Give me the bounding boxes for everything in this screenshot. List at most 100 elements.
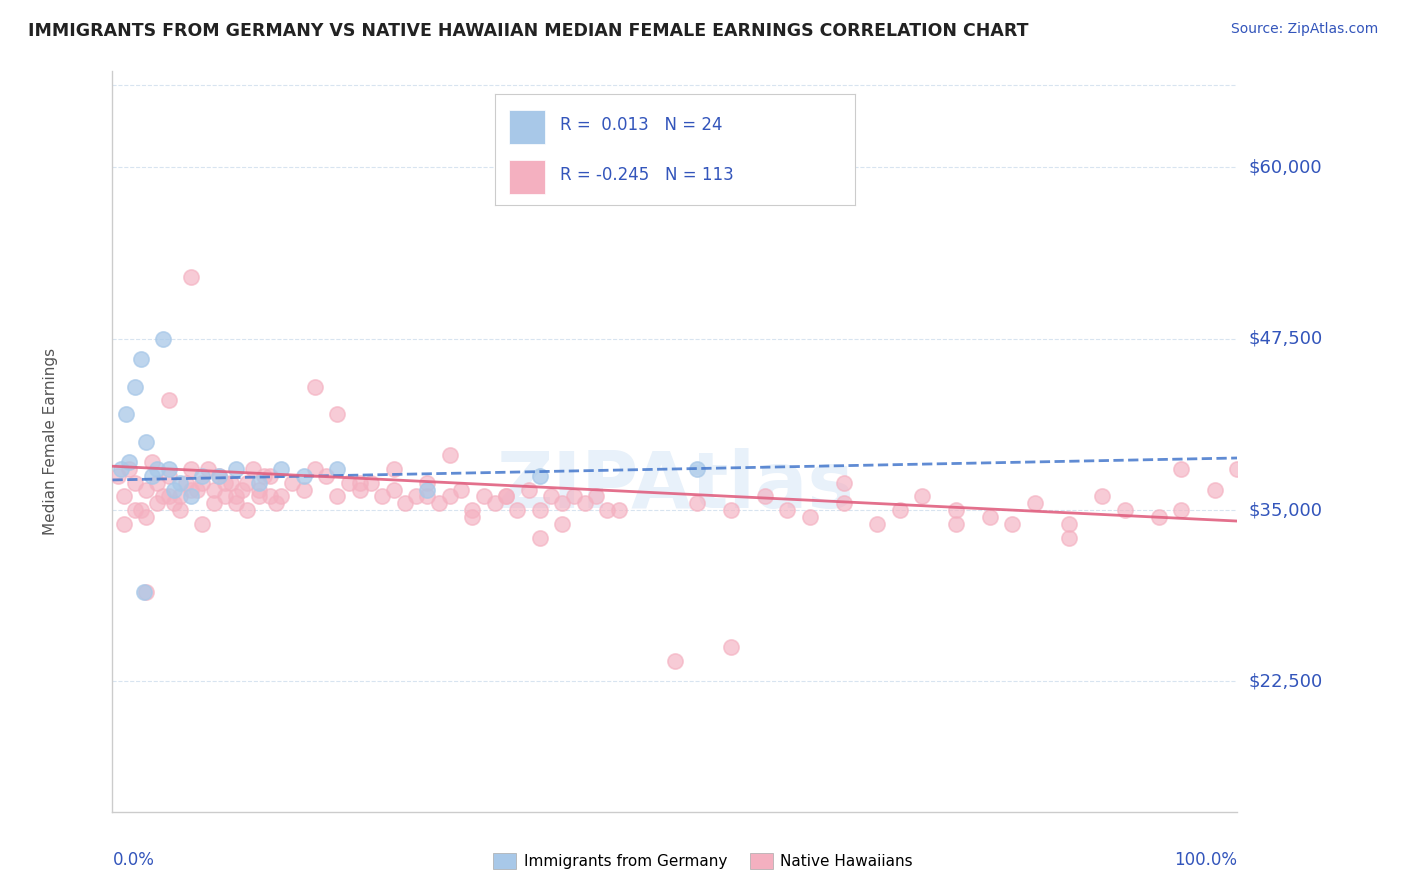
Point: [686, 496, 709, 510]
Point: [1057, 531, 1080, 545]
Point: [484, 496, 506, 510]
Point: [551, 496, 574, 510]
Text: $60,000: $60,000: [1249, 159, 1322, 177]
Point: [517, 483, 540, 497]
Point: [382, 462, 405, 476]
Point: [253, 468, 276, 483]
Point: [152, 489, 174, 503]
Point: [270, 489, 292, 503]
Point: [754, 489, 776, 503]
Point: [180, 462, 202, 476]
Point: [264, 496, 287, 510]
Point: [1114, 503, 1136, 517]
Point: [349, 475, 371, 490]
Point: [776, 503, 799, 517]
Point: [551, 516, 574, 531]
Point: [112, 516, 135, 531]
Point: [686, 462, 709, 476]
Point: [225, 489, 247, 503]
Point: [146, 496, 169, 510]
Point: [236, 503, 259, 517]
Point: [337, 475, 360, 490]
Point: [247, 483, 270, 497]
Point: [304, 380, 326, 394]
Point: [495, 489, 517, 503]
Point: [124, 503, 146, 517]
Point: [416, 475, 439, 490]
Point: [562, 489, 585, 503]
Point: [1091, 489, 1114, 503]
Point: [247, 475, 270, 490]
Point: [225, 462, 247, 476]
Point: [1001, 516, 1024, 531]
Point: [529, 531, 551, 545]
Point: [141, 455, 163, 469]
Point: [1057, 516, 1080, 531]
Point: [141, 468, 163, 483]
Point: [427, 496, 450, 510]
Point: [180, 270, 202, 285]
Point: [1226, 462, 1249, 476]
Point: [529, 503, 551, 517]
Point: [191, 475, 214, 490]
Point: [326, 489, 349, 503]
Point: [157, 468, 180, 483]
Point: [461, 510, 484, 524]
Point: [157, 462, 180, 476]
Point: [129, 352, 152, 367]
Point: [135, 585, 157, 599]
Point: [832, 496, 855, 510]
Point: [1170, 462, 1192, 476]
Point: [236, 475, 259, 490]
Point: [326, 462, 349, 476]
Point: [118, 462, 141, 476]
Point: [163, 496, 186, 510]
Point: [495, 489, 517, 503]
Point: [112, 489, 135, 503]
Point: [799, 510, 821, 524]
Point: [866, 516, 889, 531]
Point: [208, 468, 231, 483]
Point: [416, 483, 439, 497]
Point: [115, 407, 138, 421]
Point: [349, 483, 371, 497]
Point: [911, 489, 934, 503]
Point: [225, 496, 247, 510]
Point: [132, 585, 155, 599]
Point: [231, 483, 253, 497]
Point: [186, 483, 208, 497]
Point: [664, 654, 686, 668]
Point: [180, 489, 202, 503]
Point: [202, 483, 225, 497]
Point: [607, 503, 630, 517]
Point: [124, 475, 146, 490]
Point: [304, 462, 326, 476]
Point: [596, 503, 619, 517]
Text: $35,000: $35,000: [1249, 501, 1323, 519]
Point: [450, 483, 472, 497]
Point: [405, 489, 427, 503]
Point: [214, 475, 236, 490]
Point: [360, 475, 382, 490]
Point: [208, 468, 231, 483]
Point: [416, 489, 439, 503]
Point: [832, 475, 855, 490]
Point: [1024, 496, 1046, 510]
Point: [292, 468, 315, 483]
Point: [247, 489, 270, 503]
Point: [1147, 510, 1170, 524]
Point: [720, 640, 742, 655]
Point: [135, 483, 157, 497]
Point: [169, 475, 191, 490]
Point: [124, 380, 146, 394]
Point: [472, 489, 495, 503]
Point: [152, 332, 174, 346]
Point: [1204, 483, 1226, 497]
Text: 0.0%: 0.0%: [112, 851, 155, 869]
Point: [191, 468, 214, 483]
Point: [326, 407, 349, 421]
Point: [439, 448, 461, 462]
Point: [574, 496, 596, 510]
Point: [169, 489, 191, 503]
Point: [315, 468, 337, 483]
